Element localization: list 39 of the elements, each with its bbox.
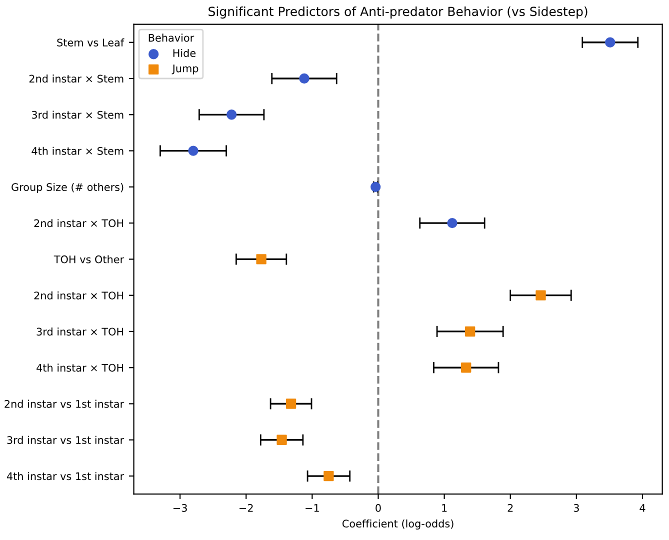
x-tick-label: 3 bbox=[574, 504, 579, 512]
point bbox=[226, 110, 237, 120]
y-tick-label: 2nd instar × TOH bbox=[34, 219, 124, 228]
legend-label: Jump bbox=[172, 64, 198, 74]
point bbox=[536, 290, 546, 300]
point bbox=[605, 37, 616, 48]
point bbox=[299, 73, 310, 84]
point bbox=[461, 362, 472, 373]
x-tick-label: −1 bbox=[306, 504, 319, 512]
point bbox=[256, 254, 266, 264]
y-tick-label: 3rd instar × TOH bbox=[36, 328, 124, 336]
y-tick-label: 3rd instar vs 1st instar bbox=[7, 436, 124, 444]
point bbox=[447, 218, 458, 228]
x-tick-label: 1 bbox=[442, 504, 447, 512]
legend-title: Behavior bbox=[148, 34, 194, 42]
y-tick-label: 2nd instar × TOH bbox=[34, 291, 124, 300]
legend-label: Hide bbox=[173, 48, 196, 58]
chart-title: Significant Predictors of Anti-predator Behavior (vs Sidestep) bbox=[208, 6, 588, 19]
y-tick-label: Group Size (# others) bbox=[12, 182, 124, 194]
y-tick-label: TOH vs Other bbox=[54, 255, 124, 264]
y-tick-label: 4th instar × Stem bbox=[32, 146, 124, 155]
point bbox=[276, 434, 287, 445]
y-tick-label: Stem vs Leaf bbox=[57, 38, 124, 46]
x-axis-title: Coefficient (log-odds) bbox=[342, 519, 454, 530]
y-tick-label: 3rd instar × Stem bbox=[32, 110, 124, 119]
point bbox=[286, 398, 296, 409]
y-tick-label: 2nd instar × Stem bbox=[29, 74, 124, 83]
y-tick-label: 4th instar × TOH bbox=[36, 364, 124, 372]
x-tick-label: 4 bbox=[640, 504, 646, 512]
x-tick-label: −3 bbox=[173, 504, 187, 512]
point bbox=[188, 146, 198, 156]
x-tick-label: −2 bbox=[240, 504, 253, 512]
point bbox=[370, 182, 381, 192]
x-tick-label: 0 bbox=[376, 504, 381, 512]
x-tick-label: 2 bbox=[508, 504, 513, 512]
point bbox=[324, 470, 334, 482]
y-tick-label: 4th instar vs 1st instar bbox=[6, 472, 124, 480]
y-tick-label: 2nd instar vs 1st instar bbox=[4, 400, 124, 408]
point bbox=[464, 326, 476, 337]
